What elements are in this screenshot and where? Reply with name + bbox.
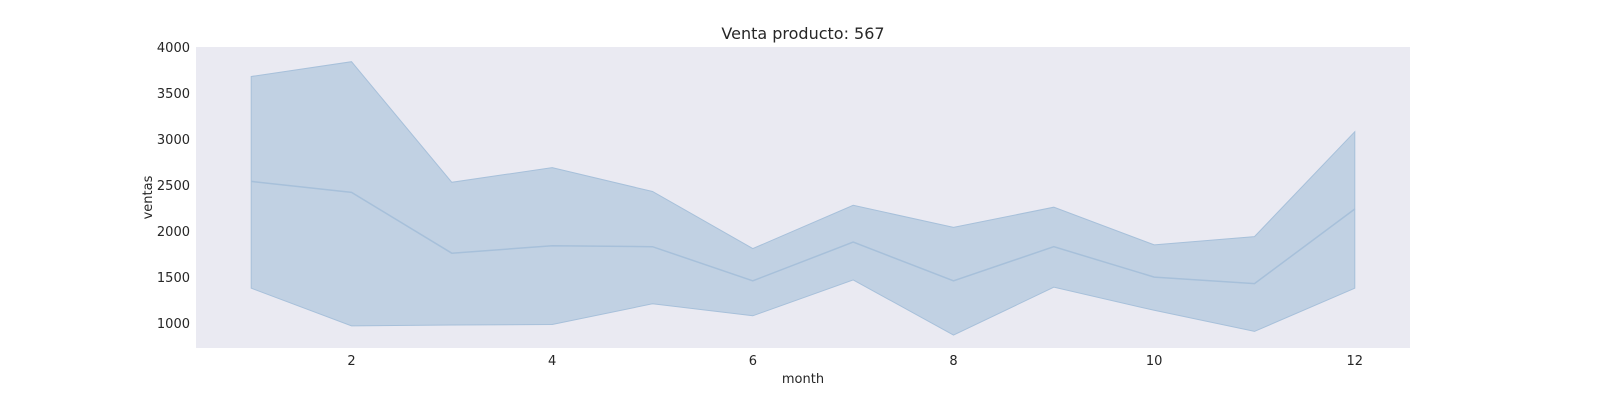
y-tick-label: 1500	[157, 271, 190, 286]
y-tick-label: 4000	[157, 41, 190, 56]
y-tick-label: 3000	[157, 133, 190, 148]
x-tick-label: 12	[1347, 354, 1364, 369]
x-axis-label: month	[782, 372, 824, 387]
y-tick-label: 1000	[157, 317, 190, 332]
y-axis-label: ventas	[141, 175, 156, 219]
confidence-band	[250, 61, 1356, 336]
x-tick-label: 4	[548, 354, 556, 369]
mean-line	[251, 180, 1356, 285]
x-tick-label: 2	[347, 354, 355, 369]
x-tick-label: 10	[1146, 354, 1163, 369]
x-tick-label: 8	[949, 354, 957, 369]
y-tick-label: 3500	[157, 87, 190, 102]
y-tick-label: 2000	[157, 225, 190, 240]
chart-title: Venta producto: 567	[721, 24, 884, 43]
x-tick-label: 6	[749, 354, 757, 369]
y-tick-label: 2500	[157, 179, 190, 194]
